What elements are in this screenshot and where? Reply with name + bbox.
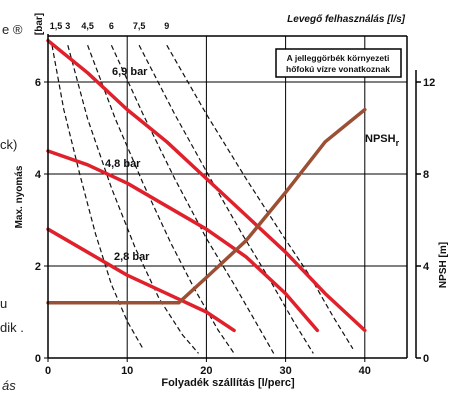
series-label-main-3: 2,8 bar bbox=[114, 251, 150, 263]
performance-series bbox=[46, 38, 367, 333]
y-left-axis-label: Max. nyomás bbox=[14, 165, 25, 228]
y-right-axis-label: NPSH [m] bbox=[438, 242, 449, 288]
page-fragment-1: e ® bbox=[2, 22, 23, 37]
air-curve-2 bbox=[67, 45, 199, 354]
y-right-tick-label-4: 4 bbox=[423, 261, 430, 273]
y-left-unit-label: [bar] bbox=[34, 13, 45, 35]
note-box-frame bbox=[275, 48, 402, 78]
series-label-1: 6,9 bar bbox=[112, 66, 148, 78]
series-line-2 bbox=[46, 149, 320, 333]
air-tick-label-6: 9 bbox=[164, 21, 169, 31]
y-right-tick-label-0: 0 bbox=[423, 353, 429, 365]
page-fragment-4: dik . bbox=[0, 320, 24, 335]
air-curve-6 bbox=[166, 44, 354, 350]
page-fragment-2: ck) bbox=[0, 137, 18, 152]
x-tick-label-20: 20 bbox=[200, 365, 212, 377]
air-curve-3 bbox=[87, 44, 235, 354]
series-line-3 bbox=[46, 227, 236, 333]
axes bbox=[44, 34, 421, 362]
air-consumption-curves bbox=[51, 44, 354, 354]
series-line-4 bbox=[46, 107, 367, 305]
y-left-tick-label-0: 0 bbox=[35, 353, 41, 365]
air-tick-label-1: 1,5 bbox=[50, 21, 63, 31]
series-label-main-2: 4,8 bar bbox=[105, 158, 141, 170]
air-curve-4 bbox=[110, 44, 275, 354]
x-tick-label-30: 30 bbox=[279, 365, 291, 377]
note-box: A jelleggörbék környezeti hőfokú vízre vo… bbox=[275, 48, 402, 78]
y-left-tick-label-6: 6 bbox=[35, 77, 41, 89]
x-tick-label-40: 40 bbox=[359, 365, 371, 377]
air-curve-1 bbox=[51, 45, 144, 350]
y-left-tick-label-2: 2 bbox=[35, 261, 41, 273]
air-tick-label-5: 7,5 bbox=[133, 21, 146, 31]
air-tick-label-4: 6 bbox=[109, 21, 114, 31]
air-tick-label-3: 4,5 bbox=[81, 21, 94, 31]
page-fragment-5: ás bbox=[2, 378, 16, 393]
top-axis-label: Levegő felhasználás [l/s] bbox=[287, 14, 405, 25]
note-text: A jelleggörbék környezeti hőfokú vízre vo… bbox=[286, 53, 390, 74]
y-left-tick-label-4: 4 bbox=[35, 169, 42, 181]
page-fragment-3: u bbox=[0, 296, 8, 311]
series-label-sub-4: r bbox=[396, 138, 400, 148]
series-label-2: 4,8 bar bbox=[105, 158, 141, 170]
x-tick-label-10: 10 bbox=[121, 365, 133, 377]
y-right-tick-label-12: 12 bbox=[423, 77, 435, 89]
series-label-3: 2,8 bar bbox=[114, 251, 150, 263]
y-right-tick-label-8: 8 bbox=[423, 169, 429, 181]
series-label-main-1: 6,9 bar bbox=[112, 66, 148, 78]
series-line-1 bbox=[46, 38, 367, 333]
x-tick-label-0: 0 bbox=[45, 365, 51, 377]
series-label-4: NPSHr bbox=[365, 133, 400, 148]
air-curve-5 bbox=[138, 44, 314, 354]
chart-labels: 1,5 3 4,5 6 7,5 9 6,9 bar 4,8 bar 2,8 bar NPSHr 0 1… bbox=[14, 13, 449, 389]
x-axis-label: Folyadék szállítás [l/perc] bbox=[161, 377, 295, 389]
series-label-main-4: NPSH bbox=[365, 133, 396, 145]
air-tick-label-2: 3 bbox=[65, 21, 70, 31]
